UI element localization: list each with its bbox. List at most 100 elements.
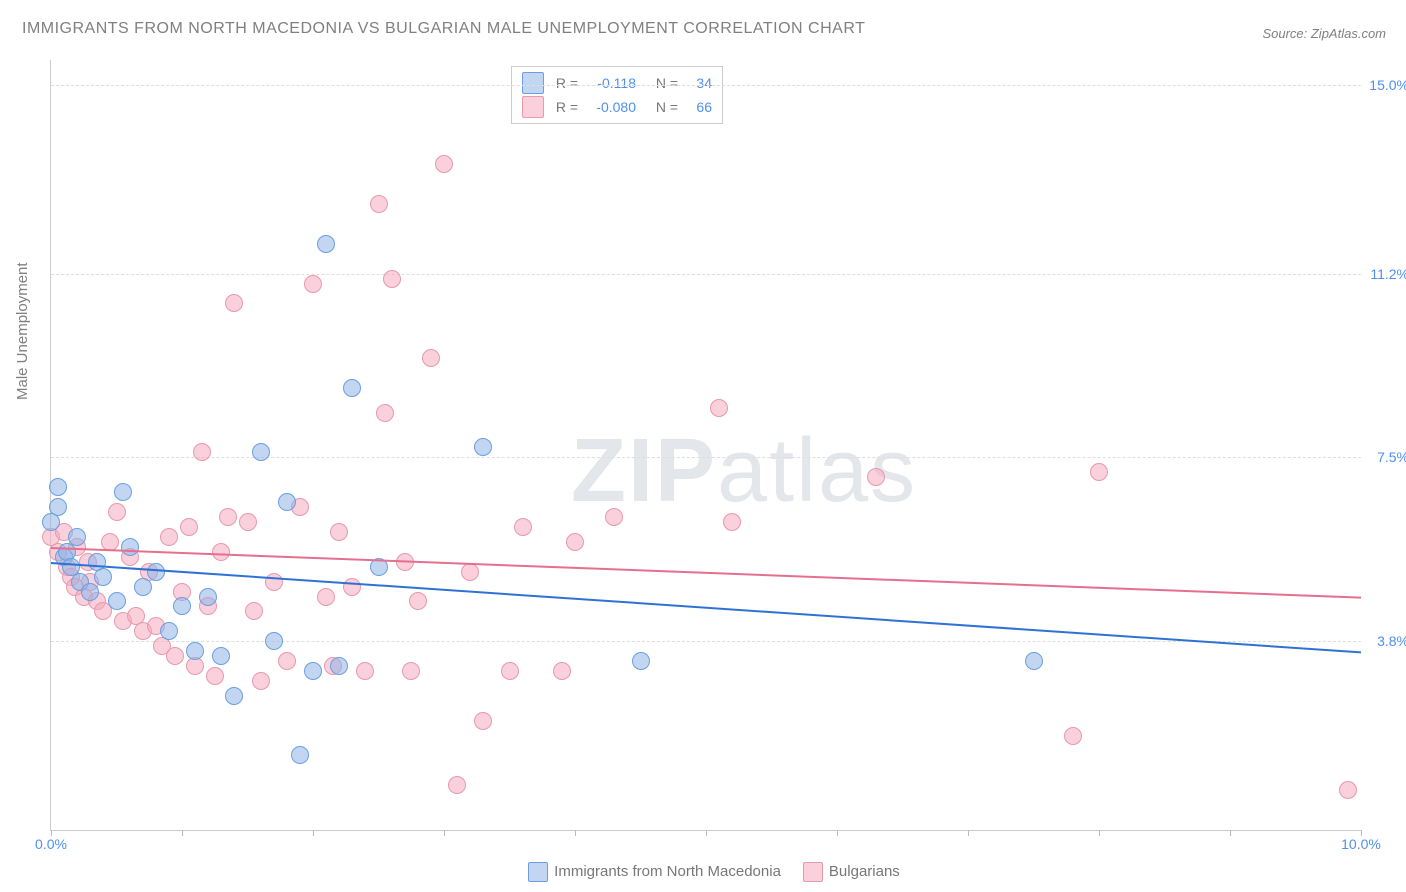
data-point: [212, 647, 230, 665]
n-value: 66: [684, 95, 712, 119]
data-point: [1339, 781, 1357, 799]
y-tick-label: 3.8%: [1367, 633, 1406, 649]
r-value: -0.118: [584, 71, 636, 95]
y-tick-label: 7.5%: [1367, 449, 1406, 465]
data-point: [422, 349, 440, 367]
data-point: [304, 662, 322, 680]
data-point: [710, 399, 728, 417]
data-point: [225, 294, 243, 312]
data-point: [173, 597, 191, 615]
x-tick-label: 0.0%: [35, 836, 67, 852]
data-point: [68, 528, 86, 546]
data-point: [108, 503, 126, 521]
data-point: [501, 662, 519, 680]
data-point: [461, 563, 479, 581]
data-point: [330, 657, 348, 675]
data-point: [409, 592, 427, 610]
data-point: [180, 518, 198, 536]
data-point: [94, 568, 112, 586]
data-point: [245, 602, 263, 620]
watermark: ZIPatlas: [571, 420, 917, 523]
data-point: [160, 528, 178, 546]
data-point: [383, 270, 401, 288]
data-point: [1064, 727, 1082, 745]
legend-swatch: [522, 96, 544, 118]
legend-swatch: [522, 72, 544, 94]
r-label: R =: [550, 95, 578, 119]
data-point: [723, 513, 741, 531]
data-point: [49, 478, 67, 496]
x-tick-mark: [182, 830, 183, 836]
data-point: [356, 662, 374, 680]
n-label: N =: [650, 95, 678, 119]
legend-swatch: [528, 862, 548, 882]
data-point: [376, 404, 394, 422]
data-point: [186, 642, 204, 660]
gridline: [51, 641, 1361, 642]
data-point: [114, 483, 132, 501]
gridline: [51, 274, 1361, 275]
data-point: [134, 578, 152, 596]
data-point: [566, 533, 584, 551]
x-tick-mark: [968, 830, 969, 836]
data-point: [265, 573, 283, 591]
r-value: -0.080: [584, 95, 636, 119]
y-tick-label: 15.0%: [1367, 77, 1406, 93]
watermark-bold: ZIP: [571, 421, 717, 521]
data-point: [343, 578, 361, 596]
data-point: [1025, 652, 1043, 670]
x-tick-mark: [706, 830, 707, 836]
data-point: [252, 443, 270, 461]
gridline: [51, 85, 1361, 86]
data-point: [291, 746, 309, 764]
data-point: [121, 538, 139, 556]
legend-row: R =-0.118 N =34: [522, 71, 712, 95]
data-point: [278, 493, 296, 511]
data-point: [252, 672, 270, 690]
data-point: [435, 155, 453, 173]
x-tick-mark: [313, 830, 314, 836]
data-point: [632, 652, 650, 670]
x-tick-mark: [1230, 830, 1231, 836]
watermark-rest: atlas: [717, 421, 917, 521]
data-point: [867, 468, 885, 486]
data-point: [81, 583, 99, 601]
correlation-legend: R =-0.118 N =34 R =-0.080 N =66: [511, 66, 723, 124]
data-point: [278, 652, 296, 670]
data-point: [147, 563, 165, 581]
r-label: R =: [550, 71, 578, 95]
n-value: 34: [684, 71, 712, 95]
data-point: [225, 687, 243, 705]
chart-title: IMMIGRANTS FROM NORTH MACEDONIA VS BULGA…: [22, 20, 865, 38]
data-point: [474, 438, 492, 456]
data-point: [553, 662, 571, 680]
legend-label: Bulgarians: [829, 863, 900, 880]
data-point: [199, 588, 217, 606]
series-legend: Immigrants from North MacedoniaBulgarian…: [0, 862, 1406, 882]
y-axis-label: Male Unemployment: [14, 262, 31, 400]
gridline: [51, 457, 1361, 458]
data-point: [42, 513, 60, 531]
x-tick-mark: [444, 830, 445, 836]
legend-swatch: [803, 862, 823, 882]
data-point: [317, 588, 335, 606]
regression-line: [51, 547, 1361, 599]
data-point: [514, 518, 532, 536]
data-point: [304, 275, 322, 293]
data-point: [219, 508, 237, 526]
data-point: [166, 647, 184, 665]
data-point: [193, 443, 211, 461]
data-point: [108, 592, 126, 610]
legend-row: R =-0.080 N =66: [522, 95, 712, 119]
data-point: [206, 667, 224, 685]
n-label: N =: [650, 71, 678, 95]
data-point: [265, 632, 283, 650]
data-point: [474, 712, 492, 730]
scatter-plot-area: ZIPatlas R =-0.118N =34R =-0.080N =66 3.…: [50, 60, 1361, 831]
x-tick-label: 10.0%: [1341, 836, 1381, 852]
data-point: [1090, 463, 1108, 481]
x-tick-mark: [1099, 830, 1100, 836]
source-attribution: Source: ZipAtlas.com: [1262, 26, 1386, 41]
data-point: [160, 622, 178, 640]
x-tick-mark: [575, 830, 576, 836]
